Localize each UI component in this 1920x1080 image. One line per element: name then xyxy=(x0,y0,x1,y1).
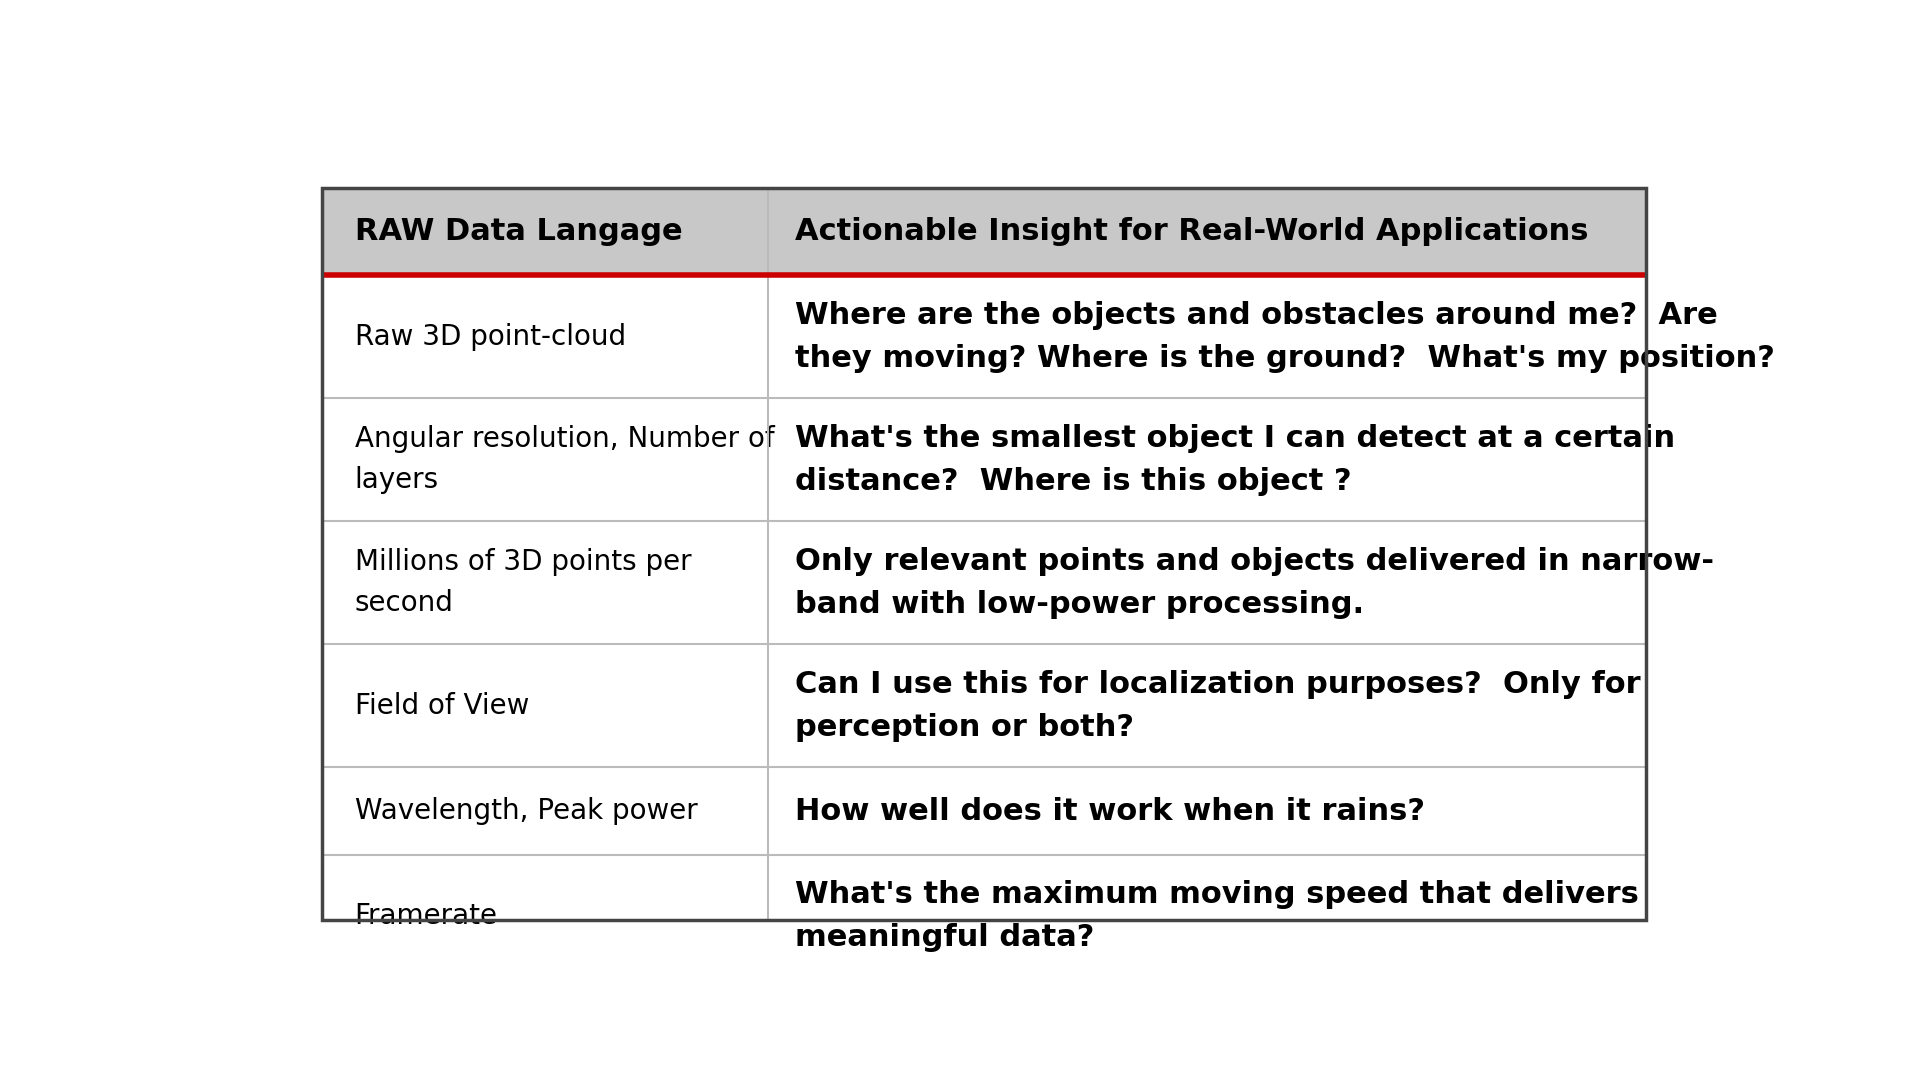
Text: Wavelength, Peak power: Wavelength, Peak power xyxy=(355,797,697,825)
Bar xyxy=(323,188,1645,920)
Bar xyxy=(323,522,1645,645)
Text: Framerate: Framerate xyxy=(355,902,497,930)
Text: What's the maximum moving speed that delivers
meaningful data?: What's the maximum moving speed that del… xyxy=(795,880,1640,953)
Text: Can I use this for localization purposes?  Only for
perception or both?: Can I use this for localization purposes… xyxy=(795,670,1642,742)
Text: How well does it work when it rains?: How well does it work when it rains? xyxy=(795,797,1425,825)
Text: Field of View: Field of View xyxy=(355,692,528,720)
Text: Where are the objects and obstacles around me?  Are
they moving? Where is the gr: Where are the objects and obstacles arou… xyxy=(795,300,1774,373)
Text: Millions of 3D points per
second: Millions of 3D points per second xyxy=(355,549,691,618)
Bar xyxy=(323,188,1645,275)
Bar xyxy=(323,275,1645,399)
Bar xyxy=(323,768,1645,854)
Bar xyxy=(323,645,1645,768)
Text: Only relevant points and objects delivered in narrow-
band with low-power proces: Only relevant points and objects deliver… xyxy=(795,546,1715,619)
Text: Actionable Insight for Real-World Applications: Actionable Insight for Real-World Applic… xyxy=(795,217,1588,246)
Bar xyxy=(323,399,1645,522)
Text: RAW Data Langage: RAW Data Langage xyxy=(355,217,682,246)
Bar xyxy=(323,854,1645,977)
Text: Raw 3D point-cloud: Raw 3D point-cloud xyxy=(355,323,626,351)
Text: Angular resolution, Number of
layers: Angular resolution, Number of layers xyxy=(355,426,774,495)
Text: What's the smallest object I can detect at a certain
distance?  Where is this ob: What's the smallest object I can detect … xyxy=(795,423,1674,496)
